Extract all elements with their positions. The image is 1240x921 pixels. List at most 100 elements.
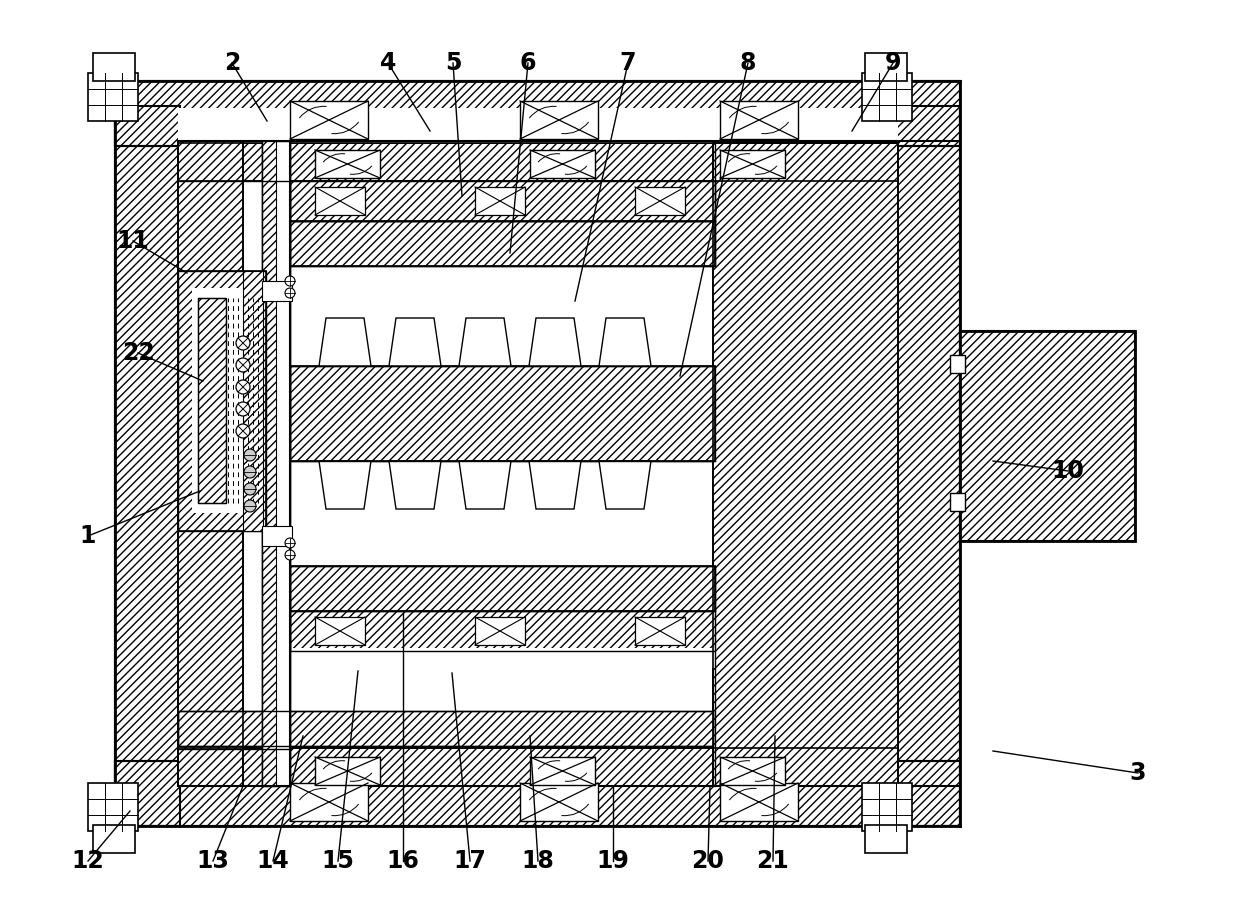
Bar — [88, 783, 138, 831]
Bar — [179, 143, 898, 181]
Circle shape — [244, 466, 255, 478]
Bar — [529, 757, 595, 785]
Text: 5: 5 — [445, 51, 461, 75]
Bar — [475, 187, 525, 215]
Circle shape — [236, 380, 250, 394]
Polygon shape — [529, 318, 582, 366]
Bar — [475, 617, 525, 645]
Bar — [179, 143, 898, 181]
Text: 22: 22 — [122, 341, 154, 365]
Bar — [866, 53, 906, 81]
Circle shape — [285, 288, 295, 298]
Bar — [290, 221, 715, 266]
Text: 4: 4 — [379, 51, 397, 75]
Bar — [179, 748, 898, 786]
Bar — [115, 106, 180, 826]
Polygon shape — [599, 318, 651, 366]
Bar — [866, 825, 906, 853]
Bar — [720, 101, 799, 139]
Bar — [93, 825, 135, 853]
Bar — [950, 355, 965, 373]
Bar — [179, 141, 243, 786]
Text: 1: 1 — [79, 524, 97, 548]
Text: 11: 11 — [117, 229, 149, 253]
Bar — [198, 298, 226, 503]
Bar — [262, 141, 290, 786]
Text: 17: 17 — [454, 849, 486, 873]
Bar — [192, 288, 250, 513]
Bar — [290, 648, 715, 668]
Bar — [115, 106, 180, 826]
Bar — [290, 221, 715, 266]
Polygon shape — [319, 318, 371, 366]
Bar — [315, 617, 365, 645]
Polygon shape — [389, 461, 441, 509]
Bar — [713, 143, 898, 786]
Circle shape — [236, 358, 250, 372]
Bar — [290, 566, 715, 611]
Circle shape — [285, 538, 295, 548]
Text: 2: 2 — [223, 51, 241, 75]
Bar — [520, 101, 598, 139]
Bar — [290, 181, 715, 221]
Text: 10: 10 — [1052, 459, 1085, 483]
Bar — [635, 617, 684, 645]
Bar — [179, 711, 713, 746]
Text: 13: 13 — [197, 849, 229, 873]
Bar — [88, 73, 138, 121]
Bar — [290, 566, 715, 611]
Bar — [262, 281, 291, 301]
Bar — [115, 761, 960, 826]
Text: 9: 9 — [885, 51, 901, 75]
Bar — [315, 150, 379, 178]
Bar — [720, 150, 785, 178]
Bar — [290, 783, 368, 821]
Bar — [198, 298, 226, 503]
Bar — [290, 366, 715, 461]
Bar — [529, 150, 595, 178]
Bar — [895, 106, 960, 826]
Bar — [895, 106, 960, 826]
Bar — [93, 53, 135, 81]
Text: 21: 21 — [756, 849, 790, 873]
Bar — [290, 181, 715, 221]
Circle shape — [244, 483, 255, 495]
Text: 16: 16 — [387, 849, 419, 873]
Text: 19: 19 — [596, 849, 630, 873]
Bar — [115, 761, 960, 826]
Bar — [862, 783, 911, 831]
Bar — [290, 611, 715, 651]
Bar — [720, 757, 785, 785]
Bar — [713, 143, 898, 786]
Circle shape — [285, 550, 295, 560]
Bar — [179, 108, 898, 143]
Polygon shape — [529, 461, 582, 509]
Circle shape — [285, 276, 295, 286]
Circle shape — [236, 402, 250, 416]
Bar — [315, 757, 379, 785]
Bar — [179, 271, 267, 531]
Circle shape — [236, 336, 250, 350]
Text: 8: 8 — [740, 51, 756, 75]
Bar — [179, 748, 898, 786]
Bar — [115, 81, 960, 146]
Text: 15: 15 — [321, 849, 355, 873]
Bar — [290, 101, 368, 139]
Bar — [950, 493, 965, 511]
Bar — [179, 141, 243, 786]
Text: 7: 7 — [620, 51, 636, 75]
Polygon shape — [389, 318, 441, 366]
Polygon shape — [599, 461, 651, 509]
Text: 3: 3 — [1130, 761, 1146, 785]
Bar — [290, 611, 715, 651]
Polygon shape — [459, 461, 511, 509]
Polygon shape — [459, 318, 511, 366]
Bar — [262, 141, 277, 786]
Bar — [520, 783, 598, 821]
Bar — [179, 271, 267, 531]
Bar — [862, 73, 911, 121]
Text: 18: 18 — [522, 849, 554, 873]
Text: 6: 6 — [520, 51, 536, 75]
Polygon shape — [319, 461, 371, 509]
Circle shape — [244, 500, 255, 512]
